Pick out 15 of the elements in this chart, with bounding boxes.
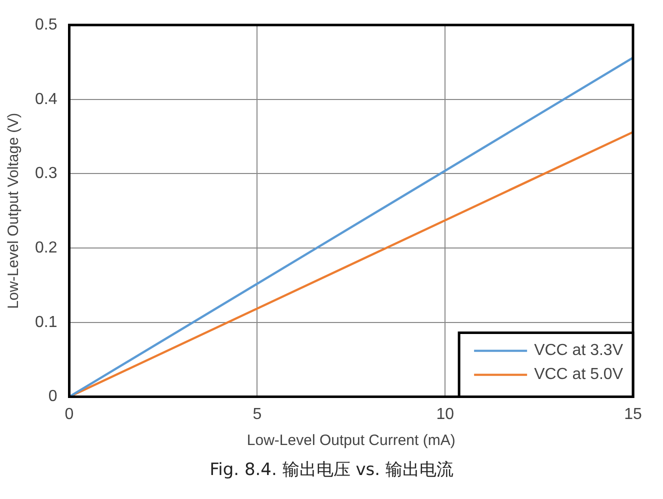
y-tick-label: 0.1 <box>34 314 58 331</box>
y-tick-label: 0.3 <box>34 165 58 182</box>
legend-label: VCC at 5.0V <box>534 366 624 384</box>
caption: Fig. 8.4. 输出电压 vs. 输出电流 <box>208 459 454 481</box>
x-tick-label: 0 <box>64 406 74 423</box>
x-tick-label: 15 <box>624 406 642 423</box>
y-tick-label: 0.2 <box>34 239 58 256</box>
y-tick-label: 0.4 <box>34 90 58 108</box>
y-tick-label: 0.5 <box>34 16 58 34</box>
x-axis-title: Low-Level Output Current (mA) <box>246 432 456 450</box>
x-tick-label: 5 <box>252 406 262 423</box>
x-tick-label: 10 <box>436 406 454 423</box>
y-axis-title: Low-Level Output Voltage (V) <box>5 112 22 309</box>
y-tick-label: 0 <box>48 388 58 406</box>
legend-label: VCC at 3.3V <box>534 342 624 360</box>
